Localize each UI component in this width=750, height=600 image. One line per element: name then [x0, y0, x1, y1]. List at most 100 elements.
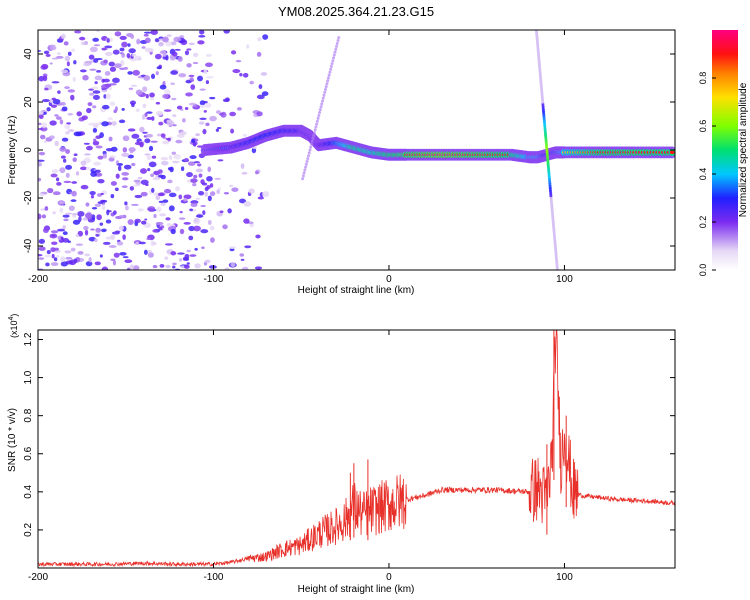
noise-blob	[151, 187, 155, 193]
noise-blob	[119, 60, 125, 66]
noise-blob	[241, 171, 248, 175]
noise-blob	[209, 96, 216, 100]
y-tick-label: 20	[23, 96, 34, 108]
noise-blob	[69, 191, 76, 194]
noise-blob	[62, 237, 70, 243]
noise-blob	[59, 102, 66, 106]
noise-blob	[164, 243, 173, 246]
noise-blob	[86, 145, 93, 151]
noise-blob	[78, 216, 82, 223]
noise-blob	[109, 155, 116, 158]
noise-blob	[238, 198, 247, 204]
noise-blob	[108, 136, 113, 142]
noise-blob	[128, 87, 134, 90]
noise-blob	[38, 159, 45, 162]
streak-point	[535, 33, 539, 37]
streak-point	[326, 76, 330, 80]
noise-blob	[67, 51, 72, 56]
noise-blob	[67, 89, 76, 93]
noise-blob	[57, 90, 61, 94]
noise-blob	[146, 154, 152, 161]
noise-blob	[38, 177, 42, 182]
noise-blob	[105, 219, 112, 224]
noise-blob	[83, 153, 91, 156]
noise-blob	[204, 62, 213, 68]
noise-blob	[135, 89, 143, 96]
noise-blob	[131, 163, 136, 167]
noise-blob	[108, 245, 117, 248]
streak-point	[330, 62, 334, 66]
noise-blob	[82, 217, 88, 221]
noise-blob	[155, 221, 164, 226]
noise-blob	[164, 256, 169, 260]
noise-blob	[205, 53, 212, 57]
streak-point	[327, 73, 331, 77]
streak-point	[333, 50, 337, 54]
streak-point	[542, 112, 546, 116]
streak-point	[306, 157, 310, 161]
streak-point	[307, 154, 311, 158]
noise-blob	[53, 247, 60, 251]
streak-point	[552, 227, 556, 231]
noise-blob	[148, 161, 157, 168]
noise-blob	[88, 122, 96, 126]
noise-blob	[122, 256, 129, 259]
noise-blob	[143, 249, 148, 255]
noise-blob	[156, 66, 162, 70]
noise-blob	[41, 63, 49, 70]
noise-blob	[94, 75, 103, 81]
noise-blob	[155, 71, 159, 76]
noise-blob	[123, 164, 132, 170]
y-tick-label: 40	[23, 48, 34, 60]
noise-blob	[59, 146, 67, 152]
noise-blob	[86, 107, 92, 114]
noise-blob	[54, 140, 60, 147]
noise-blob	[240, 258, 245, 261]
noise-blob	[192, 62, 199, 65]
noise-blob	[198, 121, 205, 125]
noise-blob	[148, 48, 154, 53]
noise-blob	[111, 121, 117, 126]
streak-point	[320, 102, 324, 106]
noise-blob	[165, 40, 172, 47]
noise-blob	[230, 128, 235, 134]
noise-blob	[156, 206, 162, 213]
noise-blob	[186, 262, 190, 265]
streak-point	[308, 148, 312, 152]
streak-point	[316, 116, 320, 120]
noise-blob	[209, 115, 217, 122]
noise-blob	[64, 250, 72, 254]
streak-point	[309, 145, 313, 149]
streak-point	[547, 167, 551, 171]
streak-point	[321, 96, 325, 100]
noise-blob	[159, 263, 165, 268]
x-tick-label: -100	[203, 274, 223, 285]
streak-point	[539, 86, 543, 90]
noise-blob	[85, 166, 91, 170]
noise-blob	[185, 79, 192, 84]
noise-blob	[83, 142, 90, 145]
noise-blob	[89, 46, 98, 53]
noise-blob	[128, 147, 136, 153]
noise-blob	[166, 120, 175, 127]
y-tick-label: 1.2	[23, 332, 34, 346]
noise-blob	[66, 61, 70, 67]
noise-blob	[122, 135, 130, 142]
streak-point	[555, 263, 559, 267]
noise-blob	[92, 94, 100, 100]
noise-blob	[168, 192, 177, 198]
noise-blob	[65, 149, 71, 154]
noise-blob	[193, 225, 201, 232]
noise-blob	[154, 53, 162, 60]
noise-blob	[189, 77, 194, 81]
streak-point	[554, 246, 558, 250]
noise-blob	[135, 241, 139, 246]
noise-blob	[92, 90, 101, 94]
noise-blob	[109, 83, 117, 86]
noise-blob	[89, 68, 97, 71]
noise-blob	[169, 166, 174, 173]
x-tick-label: -100	[203, 572, 223, 583]
x-tick-label: -200	[28, 572, 48, 583]
ridge-core	[669, 150, 675, 154]
noise-blob	[158, 226, 163, 231]
